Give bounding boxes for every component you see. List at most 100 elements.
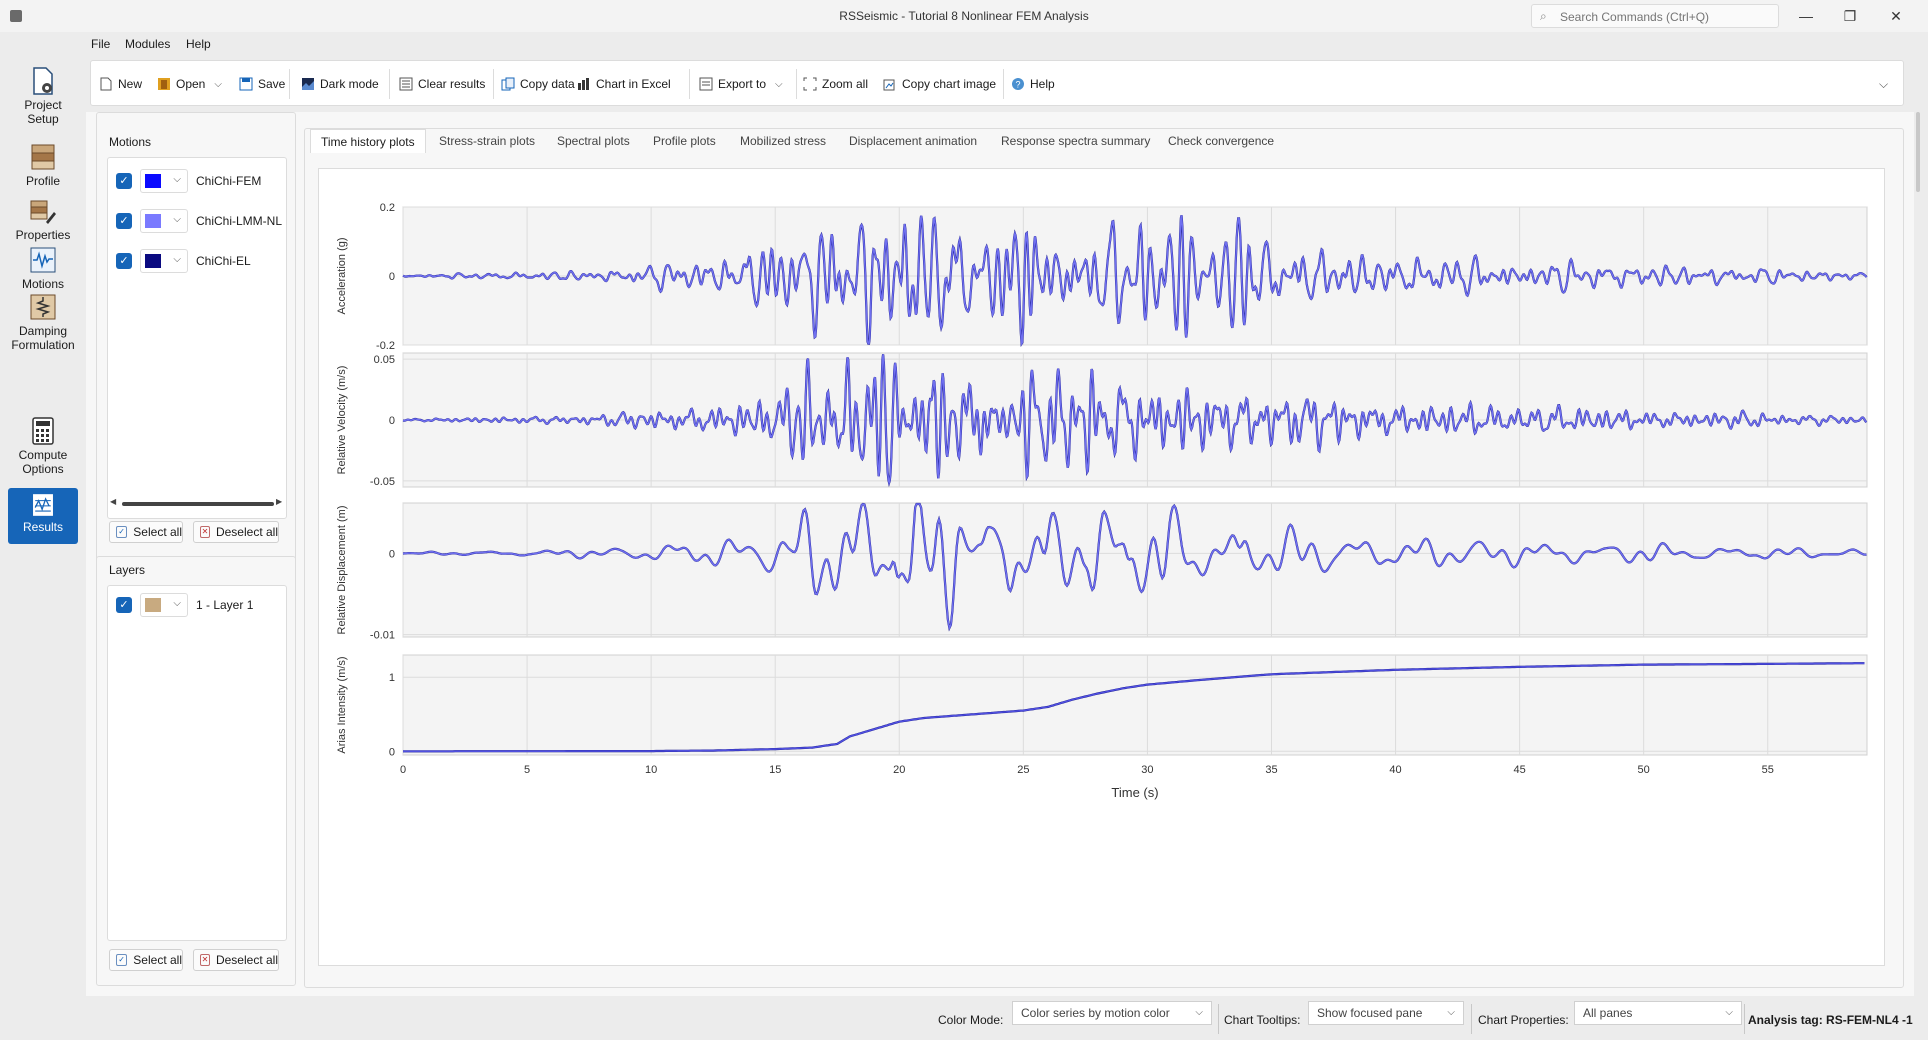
y-axis-label: Arias Intensity (m/s) xyxy=(336,656,348,753)
save-button[interactable]: Save xyxy=(239,74,285,94)
copy-chart-image-label: Copy chart image xyxy=(902,77,997,91)
new-button[interactable]: New xyxy=(99,74,142,94)
tab-time-history-plots[interactable]: Time history plots xyxy=(310,129,426,153)
window-title: RSSeismic - Tutorial 8 Nonlinear FEM Ana… xyxy=(839,9,1089,23)
open-folder-icon xyxy=(158,78,170,90)
copy-chart-image-button[interactable]: Copy chart image xyxy=(883,74,996,94)
tab-stress-strain-plots[interactable]: Stress-strain plots xyxy=(439,134,536,148)
vertical-scrollbar[interactable] xyxy=(1916,112,1920,192)
motion-checkbox[interactable]: ✓ xyxy=(116,173,132,189)
layer-label: 1 - Layer 1 xyxy=(196,598,254,612)
chart-tooltips-value: Show focused pane xyxy=(1317,1006,1423,1020)
tab-displacement-animation[interactable]: Displacement animation xyxy=(849,134,978,148)
y-axis-label: Acceleration (g) xyxy=(336,237,348,314)
x-tick-label: 40 xyxy=(1389,764,1401,776)
nav-damping[interactable]: Damping Formulation xyxy=(8,292,78,362)
chart-properties-label: Chart Properties: xyxy=(1478,1013,1569,1027)
color-swatch xyxy=(145,254,161,268)
close-button[interactable]: ✕ xyxy=(1890,8,1902,24)
layer-checkbox[interactable]: ✓ xyxy=(116,597,132,613)
toolbar-expand-button[interactable]: ⌵ xyxy=(1879,74,1888,94)
scroll-right-arrow[interactable]: ▶ xyxy=(276,497,283,506)
chevron-down-icon: ⌵ xyxy=(173,174,181,185)
project-setup-icon xyxy=(33,67,53,95)
list-item: ✓ ⌵ ChiChi-LMM-NL xyxy=(108,206,286,236)
list-item: ✓ ⌵ ChiChi-EL xyxy=(108,246,286,276)
layers-list: ✓ ⌵ 1 - Layer 1 xyxy=(107,585,287,941)
menu-bar: File Modules Help xyxy=(86,32,1928,56)
toolbar-divider xyxy=(389,69,390,99)
copy-chart-image-icon xyxy=(883,79,895,91)
search-input[interactable] xyxy=(1558,8,1772,26)
layers-select-all-button[interactable]: ✓ Select all xyxy=(109,949,183,971)
zoom-all-button[interactable]: Zoom all xyxy=(803,74,868,94)
motions-select-all-button[interactable]: ✓ Select all xyxy=(109,521,183,543)
nav-compute[interactable]: Compute Options xyxy=(8,416,78,486)
layers-deselect-all-button[interactable]: ✕ Deselect all xyxy=(193,949,279,971)
copy-data-icon xyxy=(501,77,515,91)
zoom-all-label: Zoom all xyxy=(822,77,869,91)
layer-color-dropdown[interactable]: ⌵ xyxy=(140,593,188,617)
color-mode-dropdown[interactable]: Color series by motion color ⌵ xyxy=(1012,1001,1212,1025)
motions-list: ✓ ⌵ ChiChi-FEM ✓ ⌵ ChiChi-LMM-NL ✓ ⌵ Chi… xyxy=(107,157,287,519)
y-tick-label: 0.2 xyxy=(380,202,395,214)
save-label: Save xyxy=(258,77,286,91)
nav-results[interactable]: Results xyxy=(8,488,78,544)
motion-color-dropdown[interactable]: ⌵ xyxy=(140,169,188,193)
motion-checkbox[interactable]: ✓ xyxy=(116,253,132,269)
minimize-button[interactable]: — xyxy=(1799,8,1813,24)
motion-color-dropdown[interactable]: ⌵ xyxy=(140,249,188,273)
y-tick-label: -0.05 xyxy=(370,476,395,488)
series-line-chichi-fem xyxy=(402,354,1868,486)
tab-spectral-plots[interactable]: Spectral plots xyxy=(557,134,630,148)
tab-check-convergence[interactable]: Check convergence xyxy=(1168,134,1275,148)
chart-in-excel-button[interactable]: Chart in Excel xyxy=(577,74,671,94)
nav-project-setup[interactable]: Project Setup xyxy=(8,66,78,146)
motion-label: ChiChi-LMM-NL xyxy=(196,214,283,228)
nav-motions[interactable]: Motions xyxy=(8,245,78,305)
new-file-icon xyxy=(100,77,112,91)
export-to-button[interactable]: Export to ⌵ xyxy=(699,74,783,94)
dark-mode-button[interactable]: Dark mode xyxy=(301,74,379,94)
motions-panel: Motions ✓ ⌵ ChiChi-FEM ✓ ⌵ ChiChi-LMM-NL… xyxy=(96,112,296,562)
toolbar: New Open ⌵ Save Dark mode Clear results … xyxy=(90,60,1904,106)
maximize-button[interactable]: ❐ xyxy=(1843,8,1857,24)
clear-results-label: Clear results xyxy=(418,77,486,91)
menu-modules[interactable]: Modules xyxy=(125,37,171,51)
chart-pane-3: 0 -0.01 Relative Displacement (m) xyxy=(336,502,1868,642)
menu-help[interactable]: Help xyxy=(186,37,211,51)
open-button[interactable]: Open ⌵ xyxy=(157,74,222,94)
scrollbar-thumb[interactable] xyxy=(122,502,274,506)
y-tick-label: -0.01 xyxy=(370,630,395,642)
color-swatch xyxy=(145,598,161,612)
tab-response-spectra-summary[interactable]: Response spectra summary xyxy=(1001,134,1151,148)
clear-results-button[interactable]: Clear results xyxy=(399,74,485,94)
chart-properties-dropdown[interactable]: All panes ⌵ xyxy=(1574,1001,1742,1025)
copy-data-button[interactable]: Copy data xyxy=(501,74,575,94)
chart-area[interactable]: 0.2 0 -0.2 Acceleration (g) 0.05 0 -0.05 Relati… xyxy=(318,168,1885,966)
toolbar-divider xyxy=(1003,69,1004,99)
tab-mobilized-stress[interactable]: Mobilized stress xyxy=(740,134,827,148)
tab-profile-plots[interactable]: Profile plots xyxy=(653,134,716,148)
nav-profile[interactable]: Profile xyxy=(8,142,78,202)
chart-tooltips-dropdown[interactable]: Show focused pane ⌵ xyxy=(1308,1001,1464,1025)
motions-deselect-all-button[interactable]: ✕ Deselect all xyxy=(193,521,279,543)
chart-pane-4: 1 0 Arias Intensity (m/s) xyxy=(336,654,1868,758)
series-line-chichi-fem xyxy=(402,215,1868,347)
menu-file[interactable]: File xyxy=(91,37,111,51)
nav-properties[interactable]: Properties xyxy=(8,196,78,256)
motion-color-dropdown[interactable]: ⌵ xyxy=(140,209,188,233)
scroll-left-arrow[interactable]: ◀ xyxy=(110,497,117,506)
chevron-down-icon: ⌵ xyxy=(1447,1007,1455,1018)
svg-text:?: ? xyxy=(1015,80,1020,90)
motion-checkbox[interactable]: ✓ xyxy=(116,213,132,229)
horizontal-scrollbar[interactable]: ◀ ▶ xyxy=(110,497,286,510)
status-divider xyxy=(1218,1004,1219,1034)
deselect-all-icon: ✕ xyxy=(200,954,210,966)
nav-label-profile: Profile xyxy=(25,174,60,188)
help-button[interactable]: ? Help xyxy=(1011,74,1055,94)
search-box[interactable]: ⌕ xyxy=(1531,4,1779,28)
time-history-charts[interactable]: 0.2 0 -0.2 Acceleration (g) 0.05 0 -0.05 Relati… xyxy=(319,169,1884,965)
x-tick-label: 55 xyxy=(1762,764,1774,776)
deselect-all-label: Deselect all xyxy=(215,525,278,539)
